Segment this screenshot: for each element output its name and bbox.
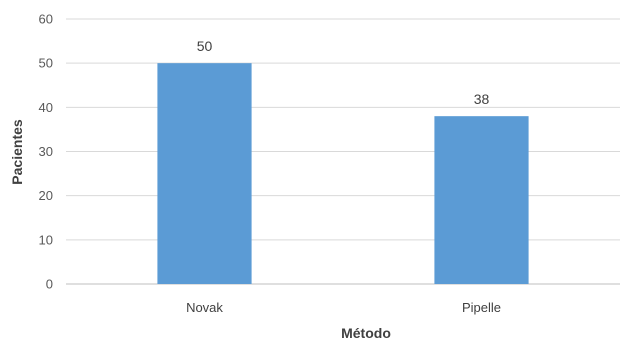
- bars: [157, 63, 529, 285]
- y-axis-title: Pacientes: [9, 119, 25, 185]
- labels: 0 10 20 30 40 50 60 50 Novak 38 Pipelle: [39, 12, 501, 316]
- x-tick-label: Novak: [186, 300, 223, 315]
- data-label-novak: 50: [197, 38, 213, 54]
- y-tick-label: 40: [39, 100, 53, 115]
- y-tick-label: 50: [39, 56, 53, 71]
- y-tick-label: 60: [39, 12, 53, 27]
- y-tick-label: 10: [39, 232, 53, 247]
- gridlines: [66, 18, 620, 285]
- bar-pipelle: [434, 116, 529, 285]
- y-tick-label: 20: [39, 188, 53, 203]
- bar-novak: [157, 63, 252, 284]
- data-label-pipelle: 38: [474, 91, 490, 107]
- y-tick-label: 0: [46, 277, 53, 292]
- x-axis-title: Método: [341, 325, 391, 341]
- x-tick-label: Pipelle: [462, 300, 501, 315]
- y-tick-label: 30: [39, 144, 53, 159]
